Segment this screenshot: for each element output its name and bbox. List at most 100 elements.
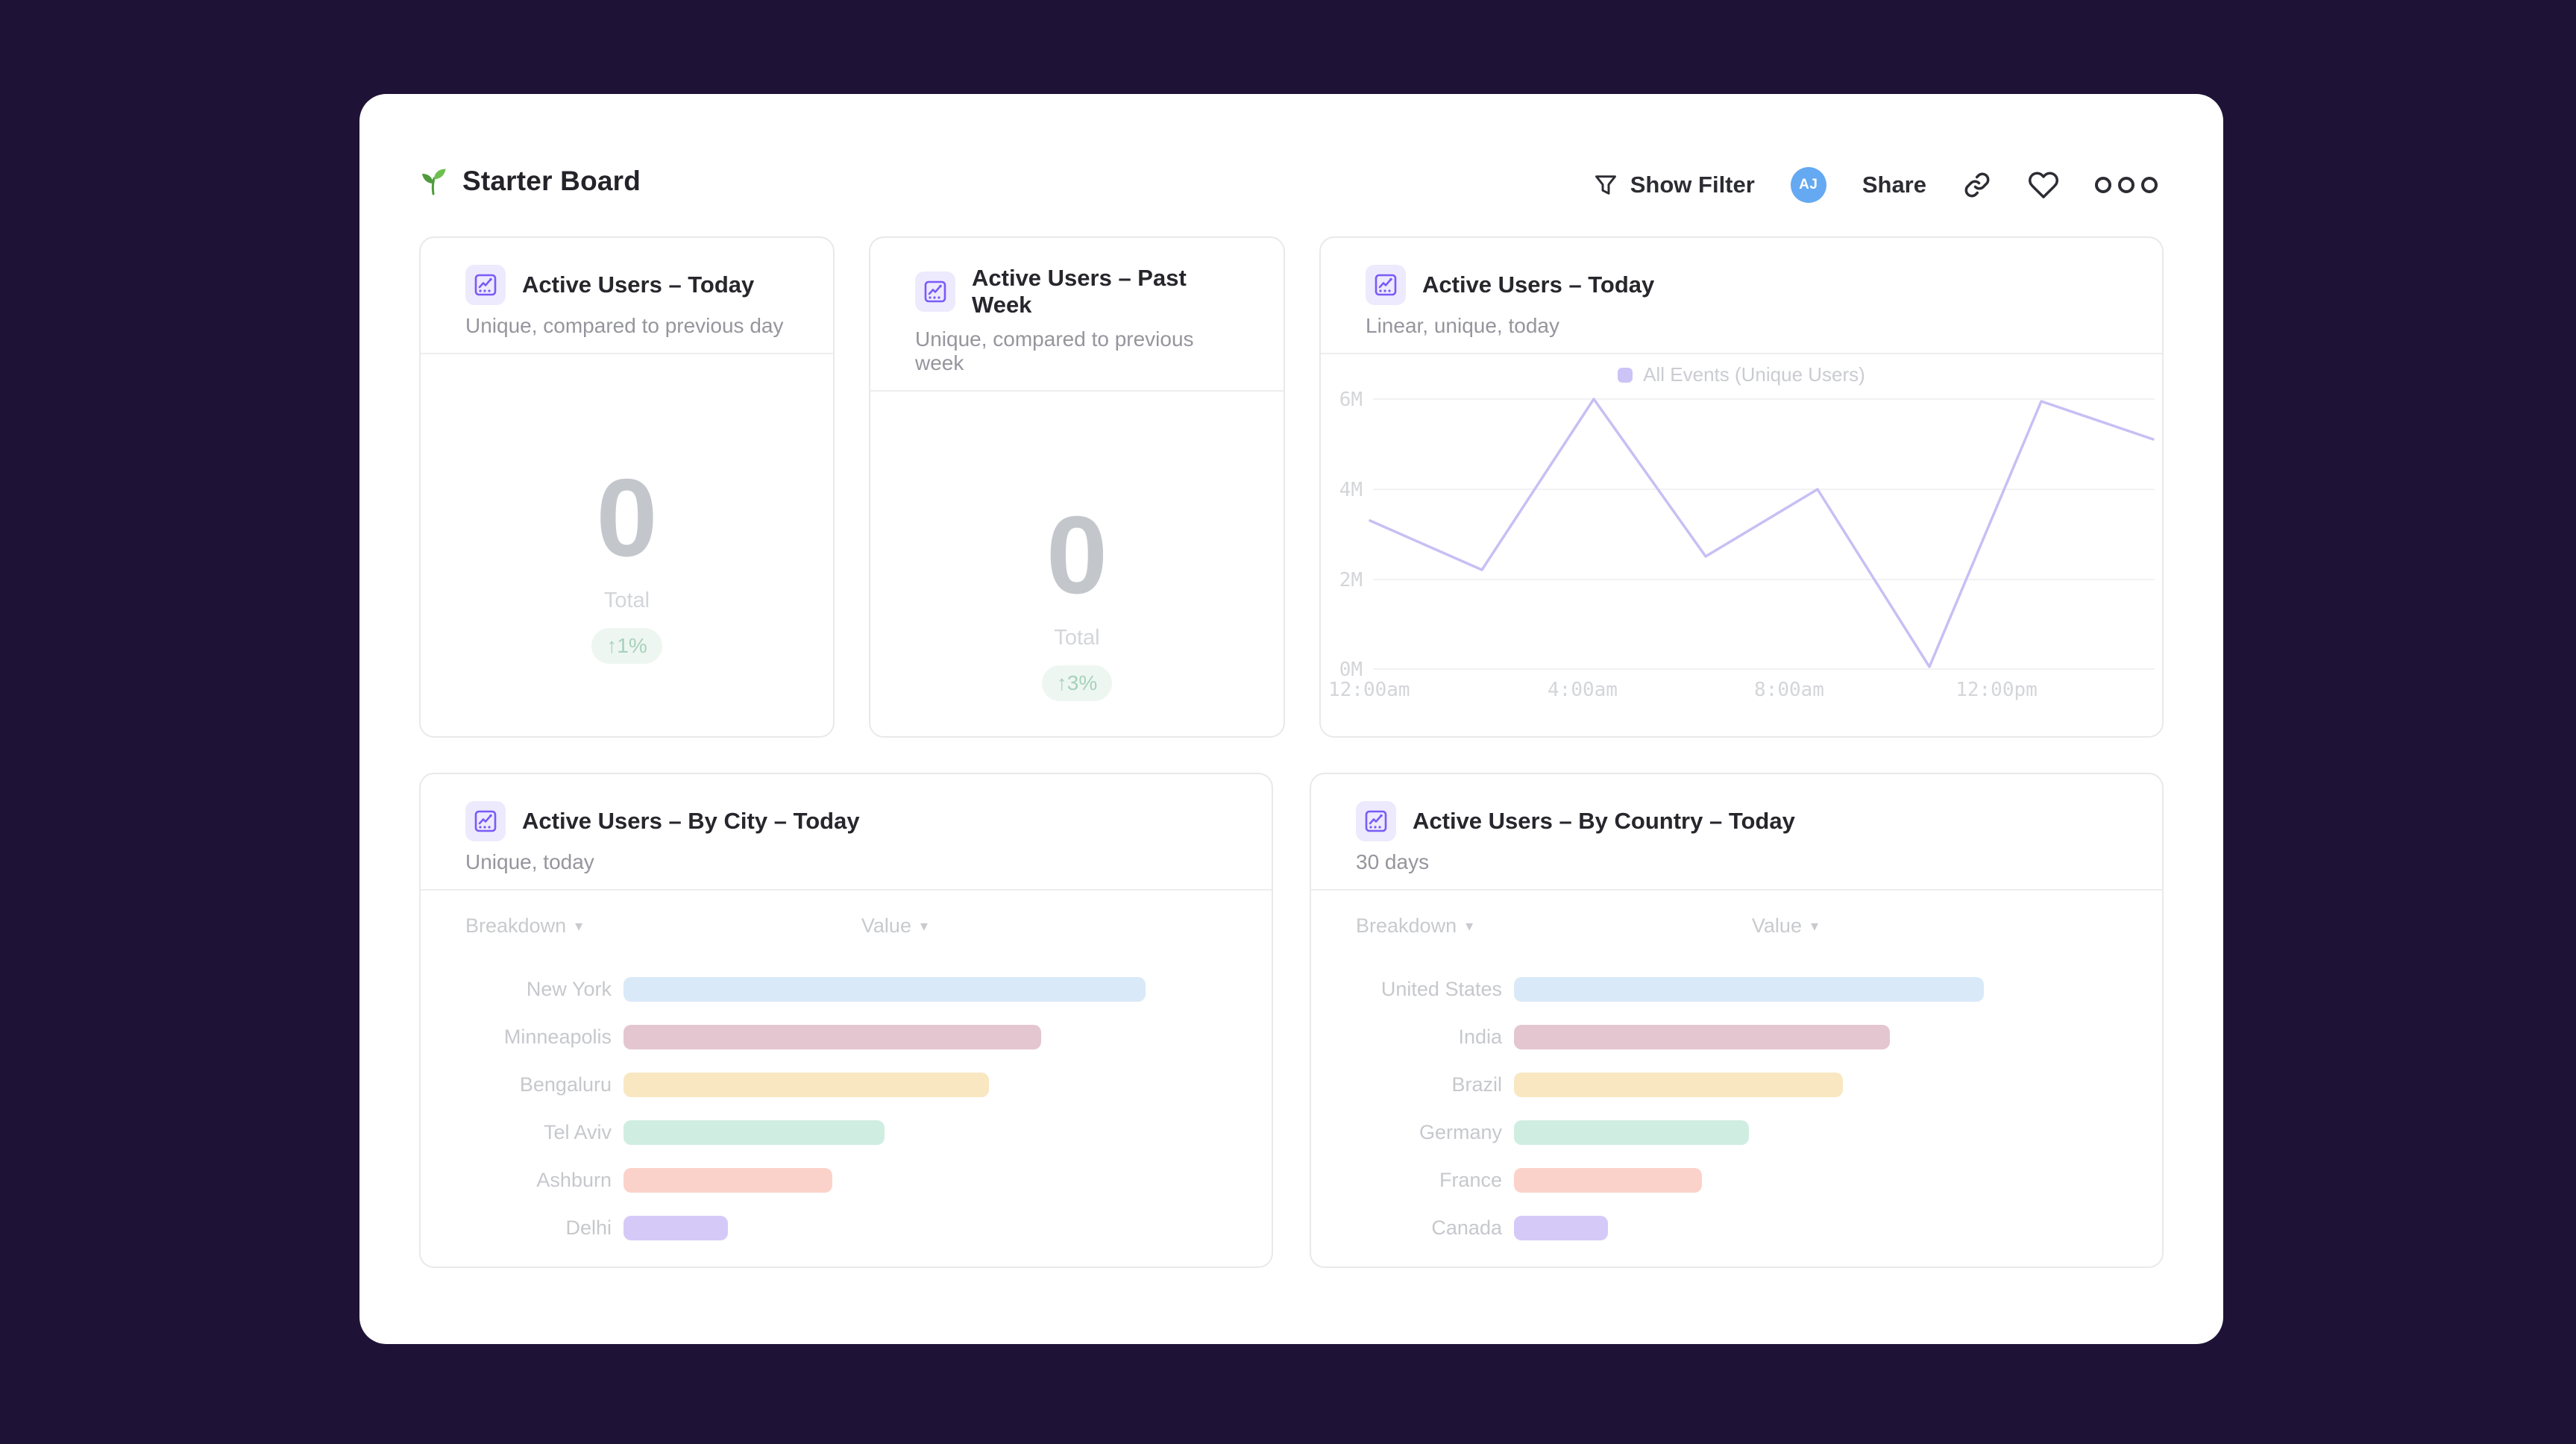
breakdown-category-label: New York — [526, 977, 612, 1000]
value-bar — [623, 1024, 1041, 1049]
value-bar — [623, 1072, 989, 1097]
board-title-group: Starter Board — [418, 166, 641, 197]
card-title[interactable]: Active Users – Past Week — [972, 265, 1187, 318]
value-bar — [623, 1215, 728, 1240]
bar-track — [623, 1120, 1146, 1145]
card-header: Active Users – Today Linear, unique, tod… — [1321, 238, 2162, 354]
y-tick-label: 2M — [1339, 569, 1363, 591]
value-sort-dropdown[interactable]: Value ▾ — [861, 914, 928, 938]
value-bar — [1514, 1215, 1608, 1240]
heart-outline-icon — [2029, 172, 2058, 198]
breakdown-category-label: Brazil — [1451, 1073, 1502, 1096]
link-icon — [1964, 172, 1990, 198]
share-button[interactable]: Share — [1862, 172, 1926, 198]
kpi-delta-badge: ↑3% — [1041, 665, 1113, 701]
line-chart-icon — [1356, 801, 1396, 841]
legend-item[interactable]: All Events (Unique Users) — [1321, 363, 2162, 386]
card-subtitle: Unique, compared to previous day — [465, 314, 784, 337]
x-tick-label: 12:00pm — [1955, 679, 2038, 701]
breakdown-rows: United States India Brazil Germany France Can… — [1311, 965, 2162, 1252]
breakdown-rows: New York Minneapolis Bengaluru Tel Aviv Ashb… — [421, 965, 1272, 1252]
breakdown-row: France — [1311, 1156, 2162, 1204]
y-tick-label: 6M — [1339, 389, 1363, 411]
legend-label: All Events (Unique Users) — [1643, 363, 1865, 386]
breakdown-category-label: India — [1458, 1025, 1502, 1048]
value-bar — [623, 1167, 832, 1193]
card-title[interactable]: Active Users – Today — [522, 271, 755, 298]
breakdown-table-head: Breakdown ▾ Value ▾ — [465, 914, 1227, 940]
value-bar — [1514, 1120, 1749, 1145]
breakdown-table: Breakdown ▾ Value ▾ New York Minneapolis B… — [421, 914, 1272, 1252]
value-sort-dropdown[interactable]: Value ▾ — [1752, 914, 1818, 938]
line-chart-icon — [465, 801, 506, 841]
card-title[interactable]: Active Users – Today — [1422, 271, 1655, 298]
dashboard-board: Starter Board Show Filter AJ Share — [359, 94, 2223, 1344]
card-subtitle: Unique, today — [465, 850, 594, 873]
board-header: Starter Board Show Filter AJ Share — [359, 94, 2223, 236]
bar-track — [1514, 1167, 1984, 1193]
board-title: Starter Board — [462, 166, 641, 196]
y-tick-label: 0M — [1339, 659, 1363, 681]
breakdown-column-label: Breakdown — [1356, 914, 1457, 937]
bar-track — [1514, 1120, 1984, 1145]
breakdown-category-label: Tel Aviv — [543, 1120, 612, 1143]
favorite-button[interactable] — [2028, 169, 2059, 201]
bar-track — [623, 1024, 1146, 1049]
bar-track — [623, 1072, 1146, 1097]
caret-down-icon: ▾ — [920, 918, 929, 935]
line-chart-area: All Events (Unique Users) 6M 4M 2M 0M 12:00a… — [1321, 354, 2162, 735]
breakdown-row: Tel Aviv — [421, 1108, 1272, 1156]
caret-down-icon: ▾ — [575, 918, 583, 935]
value-bar — [623, 976, 1146, 1002]
funnel-icon — [1595, 175, 1616, 195]
card-title[interactable]: Active Users – By City – Today — [522, 808, 860, 834]
breakdown-category-label: Delhi — [565, 1216, 612, 1239]
card-active-users-today: Active Users – Today Unique, compared to… — [419, 236, 835, 738]
breakdown-category-label: Bengaluru — [519, 1073, 612, 1096]
breakdown-category-label: France — [1439, 1168, 1502, 1191]
breakdown-category-label: United States — [1380, 977, 1502, 1000]
kpi-delta-badge: ↑1% — [591, 628, 662, 664]
value-bar — [1514, 1072, 1843, 1097]
toolbar: Show Filter AJ Share — [1593, 167, 2158, 203]
legend-swatch — [1618, 367, 1633, 383]
card-title[interactable]: Active Users – By Country – Today — [1413, 808, 1795, 834]
breakdown-row: Germany — [1311, 1108, 2162, 1156]
breakdown-category-label: Minneapolis — [503, 1025, 612, 1048]
x-tick-label: 8:00am — [1754, 679, 1824, 701]
line-chart-icon — [1366, 265, 1406, 305]
breakdown-table-head: Breakdown ▾ Value ▾ — [1356, 914, 2117, 940]
avatar[interactable]: AJ — [1790, 167, 1826, 203]
value-bar — [1514, 976, 1984, 1002]
caret-down-icon: ▾ — [1810, 918, 1819, 935]
kpi-body: 0 Total ↑3% — [870, 392, 1284, 701]
bar-track — [1514, 976, 1984, 1002]
bar-track — [1514, 1215, 1984, 1240]
share-label: Share — [1862, 172, 1926, 198]
y-tick-label: 4M — [1339, 479, 1363, 501]
card-subtitle: 30 days — [1356, 850, 1430, 873]
breakdown-category-label: Ashburn — [536, 1168, 612, 1191]
x-tick-label: 4:00am — [1548, 679, 1618, 701]
x-tick-label: 12:00am — [1328, 679, 1410, 701]
breakdown-sort-dropdown[interactable]: Breakdown ▾ — [1356, 914, 1473, 938]
card-active-users-by-city: Active Users – By City – Today Unique, t… — [419, 773, 1273, 1268]
value-bar — [1514, 1167, 1702, 1193]
breakdown-row: Delhi — [421, 1204, 1272, 1252]
card-header: Active Users – By Country – Today 30 day… — [1311, 774, 2162, 891]
kpi-value: 0 — [1046, 494, 1108, 617]
kpi-value: 0 — [596, 456, 658, 580]
breakdown-row: Minneapolis — [421, 1013, 1272, 1061]
card-active-users-past-week: Active Users – Past Week Unique, compare… — [869, 236, 1285, 738]
card-active-users-by-country: Active Users – By Country – Today 30 day… — [1310, 773, 2164, 1268]
breakdown-row: Canada — [1311, 1204, 2162, 1252]
copy-link-button[interactable] — [1962, 170, 1992, 200]
card-header: Active Users – By City – Today Unique, t… — [421, 774, 1272, 891]
show-filter-button[interactable]: Show Filter — [1593, 172, 1755, 198]
card-header: Active Users – Past Week Unique, compare… — [870, 238, 1284, 392]
breakdown-sort-dropdown[interactable]: Breakdown ▾ — [465, 914, 582, 938]
seedling-icon — [422, 169, 446, 195]
more-options-button[interactable] — [2095, 177, 2158, 193]
